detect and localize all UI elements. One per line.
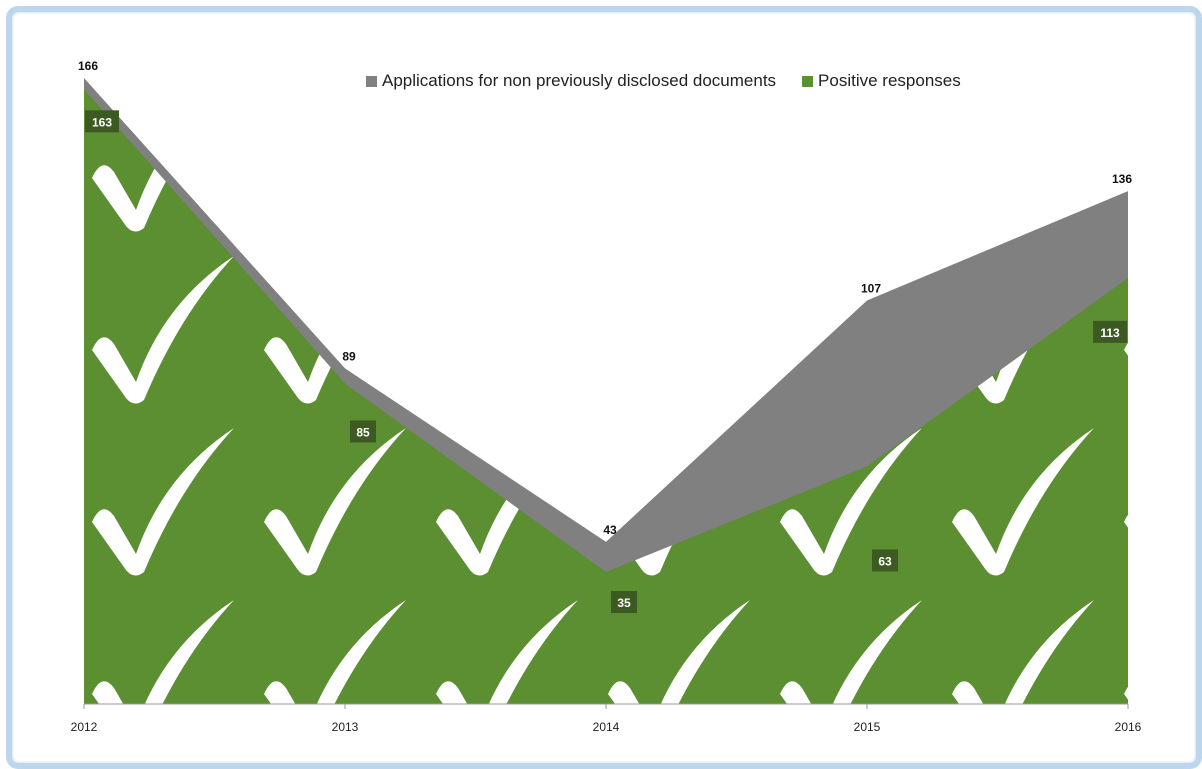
positive-data-label: 163 [92,115,112,129]
positive-data-label: 113 [1100,326,1120,340]
x-tick-label: 2015 [854,720,881,734]
applications-data-label: 89 [342,349,356,363]
legend-entry: Positive responses [818,71,961,90]
positive-data-label-box [611,591,637,614]
x-tick-label: 2014 [593,720,620,734]
positive-data-label-box [85,110,119,133]
legend-entry: Applications for non previously disclose… [382,71,776,90]
x-tick-label: 2016 [1115,720,1142,734]
x-tick-label: 2012 [71,720,98,734]
positive-data-label: 35 [617,596,631,610]
applications-data-label: 43 [603,523,617,537]
positive-data-label-box [350,420,376,443]
applications-data-label: 107 [861,281,881,295]
applications-data-label: 166 [78,59,98,73]
positive-data-label: 85 [356,425,370,439]
positive-data-label-box [872,549,898,572]
legend-swatch [366,76,377,87]
checkmark-pattern-overlay [84,89,1128,705]
positive-data-label-box [1093,320,1127,343]
positive-data-label: 63 [878,554,892,568]
legend-swatch [802,76,814,87]
applications-data-label: 136 [1112,172,1132,186]
x-tick-label: 2013 [332,720,359,734]
